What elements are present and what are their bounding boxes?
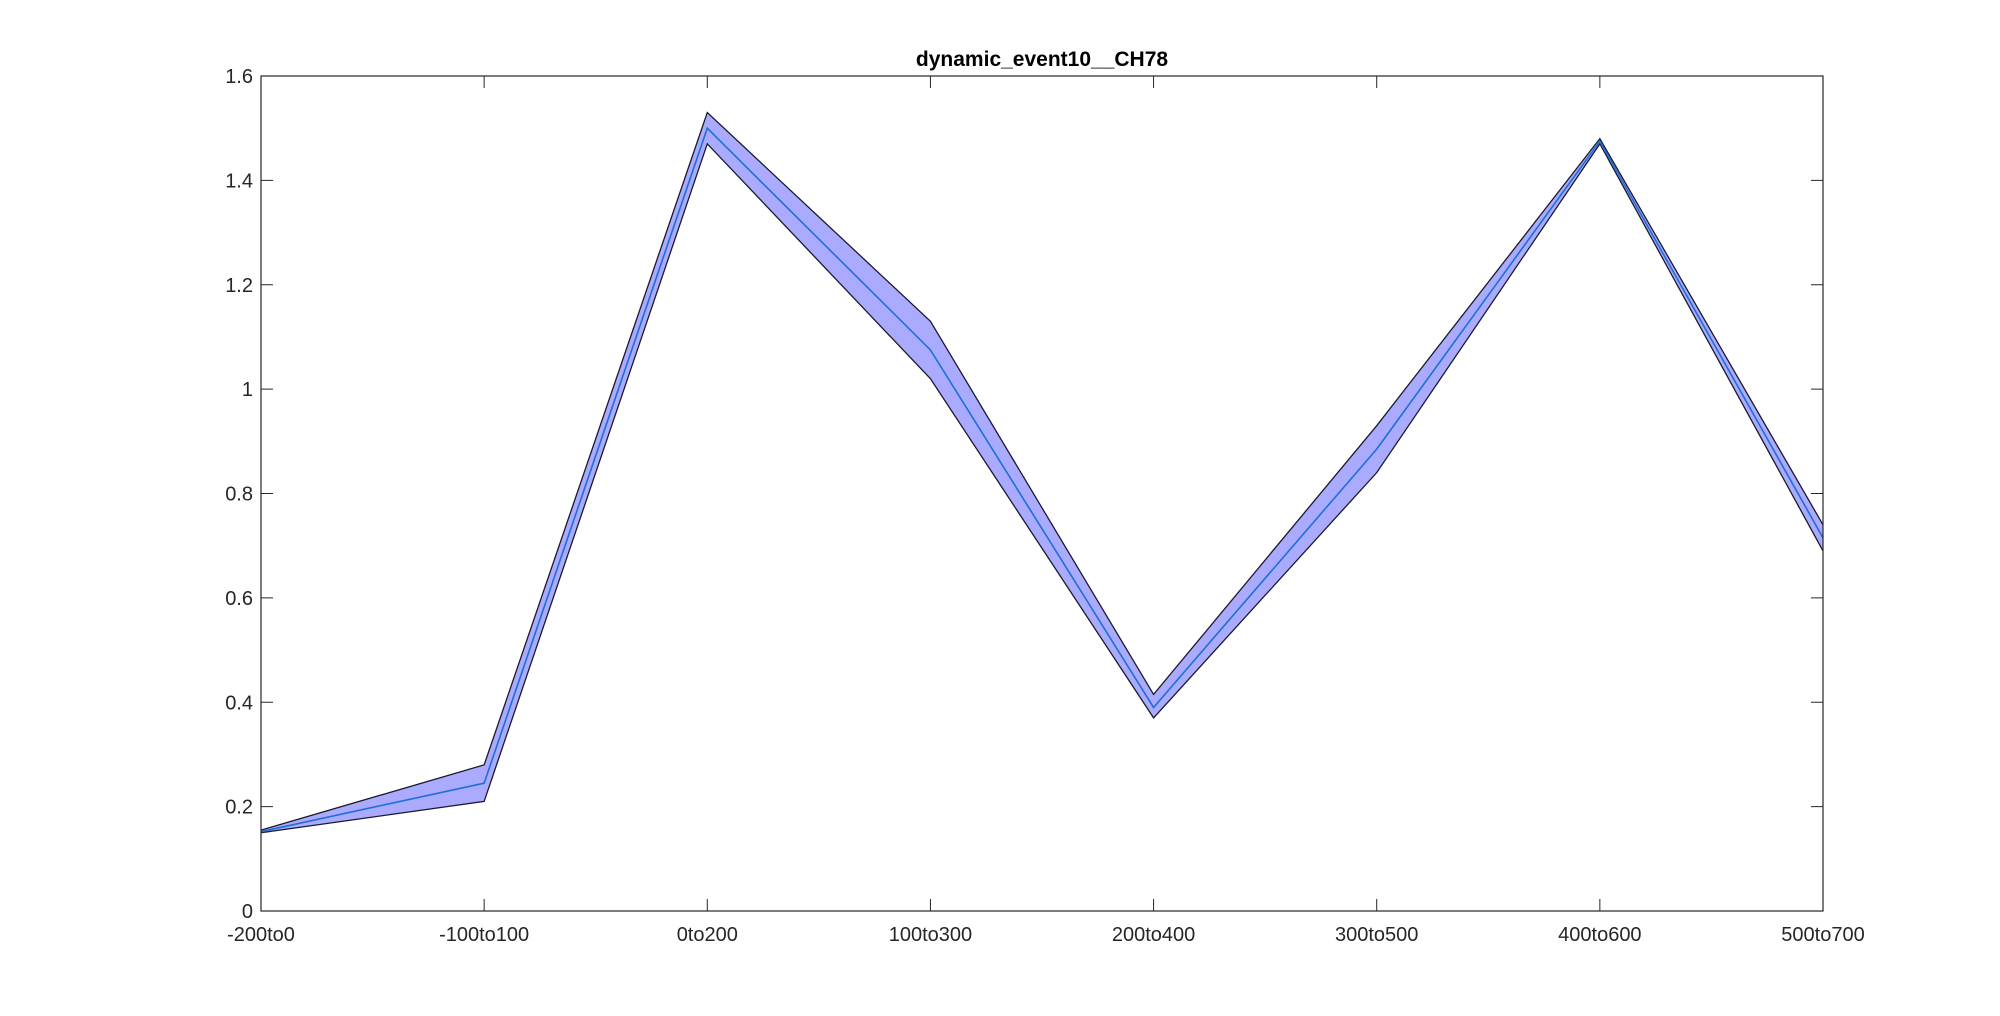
y-tick-label: 0: [242, 901, 253, 923]
y-axis-tick-labels: 0 0.2 0.4 0.6 0.8 1 1.2 1.4 1.6: [225, 66, 253, 923]
band-lower-edge: [260, 142, 1824, 834]
y-tick-label: 0.4: [225, 692, 253, 714]
x-tick-label: 0to200: [677, 924, 738, 946]
axis-ticks: [260, 75, 1824, 912]
y-tick-label: 1: [242, 379, 253, 401]
series-line: [260, 126, 1824, 833]
x-tick-label: 100to300: [889, 924, 972, 946]
y-tick-label: 1.4: [225, 170, 253, 192]
x-axis-tick-labels: -200to0 -100to100 0to200 100to300 200to400 30…: [227, 924, 1865, 946]
confidence-band: [261, 112, 1823, 833]
confidence-band-layer: [260, 111, 1824, 834]
y-tick-label: 1.2: [225, 275, 253, 297]
plot-area-frame: [260, 75, 1824, 912]
band-upper-edge: [260, 111, 1824, 831]
x-tick-label: -200to0: [227, 924, 295, 946]
x-tick-label: 400to600: [1558, 924, 1641, 946]
x-tick-label: -100to100: [439, 924, 529, 946]
series-line-layer: [260, 126, 1824, 833]
y-tick-label: 0.8: [225, 484, 253, 506]
x-tick-label: 200to400: [1112, 924, 1195, 946]
y-tick-label: 1.6: [225, 66, 253, 88]
y-tick-label: 0.2: [225, 797, 253, 819]
x-tick-label: 300to500: [1335, 924, 1418, 946]
x-tick-label: 500to700: [1781, 924, 1864, 946]
y-tick-label: 0.6: [225, 588, 253, 610]
chart-title: dynamic_event10__CH78: [916, 48, 1168, 71]
